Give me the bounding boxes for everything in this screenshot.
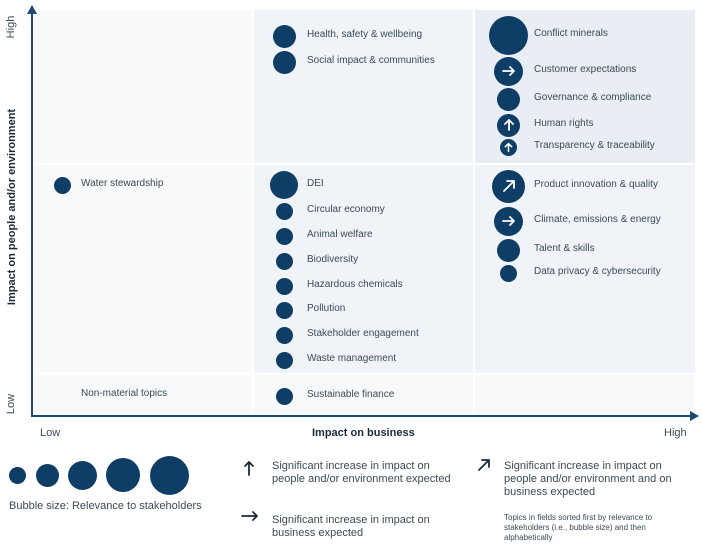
topic-bubble	[273, 50, 296, 74]
legend-bubble-l	[106, 458, 140, 492]
topic-bubble	[276, 351, 293, 369]
topic-label: Conflict minerals	[534, 28, 608, 39]
topic-bubble	[494, 206, 523, 236]
topic-bubble	[492, 169, 525, 203]
legend-diagonal-text: Significant increase in impact on people…	[504, 460, 672, 498]
topic-label: Pollution	[307, 303, 346, 314]
topic-label: Sustainable finance	[307, 389, 395, 400]
arrow-up-icon	[244, 461, 254, 476]
arrow-right-icon	[241, 511, 258, 521]
topic-label: Governance & compliance	[534, 92, 652, 103]
topic-label: Product innovation & quality	[534, 179, 658, 190]
arrow-up-icon	[503, 119, 514, 131]
x-axis-label: Impact on business	[312, 427, 415, 439]
y-tick-high: High	[5, 15, 17, 39]
topic-label: Health, safety & wellbeing	[307, 29, 423, 40]
topic-bubble	[500, 264, 517, 282]
topic-bubble	[497, 87, 520, 111]
x-tick-high: High	[664, 427, 687, 439]
arrow-up-icon	[504, 142, 513, 152]
topic-label: Hazardous chemicals	[307, 279, 403, 290]
arrow-right-icon	[501, 66, 515, 76]
topic-label: Waste management	[307, 353, 397, 364]
arrow-right-icon	[501, 216, 515, 226]
topic-bubble	[276, 326, 293, 344]
legend-right-text: Significant increase in impact on busine…	[272, 514, 430, 539]
topic-bubble	[276, 252, 293, 270]
topic-bubble	[276, 301, 293, 319]
cell-high-low	[475, 375, 695, 414]
topic-bubble	[494, 56, 523, 86]
x-axis	[31, 415, 691, 417]
y-axis-arrow	[27, 5, 37, 14]
y-tick-low: Low	[5, 393, 17, 415]
topic-bubble	[489, 15, 528, 55]
topic-bubble	[273, 24, 296, 48]
topic-bubble	[276, 277, 293, 295]
legend-bubble-s	[36, 464, 59, 487]
legend-bubble-xs	[9, 467, 26, 484]
topic-label: Biodiversity	[307, 254, 359, 265]
topic-label: Stakeholder engagement	[307, 328, 419, 339]
topic-bubble	[276, 387, 293, 405]
topic-label: Social impact & communities	[307, 55, 435, 66]
topic-bubble	[270, 171, 298, 199]
topic-bubble	[497, 113, 520, 137]
legend-bubble-size-text: Bubble size: Relevance to stakeholders	[9, 500, 202, 512]
legend-up-text: Significant increase in impact on people…	[272, 460, 451, 485]
topic-label: Data privacy & cybersecurity	[534, 266, 661, 277]
topic-bubble	[500, 138, 517, 156]
topic-label: Animal welfare	[307, 229, 373, 240]
legend-sort-note: Topics in fields sorted first by relevan…	[504, 513, 653, 542]
topic-bubble	[54, 176, 71, 194]
legend-bubble-m	[68, 461, 97, 490]
topic-bubble	[276, 202, 293, 220]
y-axis-label: Impact on people and/or environment	[6, 108, 18, 306]
arrow-diagonal-icon	[478, 459, 490, 471]
topic-label: Transparency & traceability	[534, 140, 655, 151]
topic-label: Non-material topics	[81, 388, 168, 399]
arrow-diagonal-icon	[502, 180, 515, 192]
cell-low-low	[34, 375, 252, 414]
legend-bubble-xl	[150, 456, 189, 495]
topic-label: Climate, emissions & energy	[534, 214, 661, 225]
topic-label: DEI	[307, 178, 324, 189]
topic-label: Circular economy	[307, 204, 385, 215]
topic-label: Human rights	[534, 118, 594, 129]
topic-label: Talent & skills	[534, 243, 595, 254]
topic-bubble	[497, 238, 520, 262]
y-axis	[31, 12, 33, 417]
x-axis-arrow	[690, 411, 699, 421]
topic-label: Customer expectations	[534, 64, 637, 75]
topic-bubble	[276, 227, 293, 245]
cell-low-mid	[34, 165, 252, 373]
cell-low-high	[34, 10, 252, 163]
x-tick-low: Low	[40, 427, 61, 439]
topic-label: Water stewardship	[81, 178, 164, 189]
